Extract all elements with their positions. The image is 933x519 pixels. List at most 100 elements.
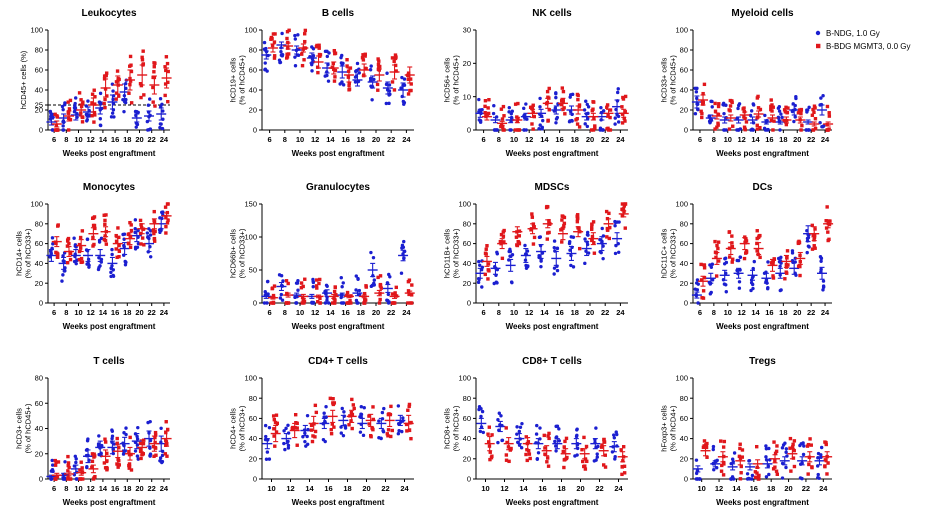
data-point	[593, 126, 597, 130]
y-tick-label: 100	[30, 200, 43, 209]
data-point	[696, 107, 700, 112]
data-point	[111, 274, 116, 278]
data-point	[136, 425, 140, 430]
data-point	[527, 452, 532, 456]
data-point	[55, 128, 59, 132]
data-point	[271, 293, 276, 298]
data-point	[817, 476, 821, 480]
x-axis-label: Weeks post engraftment	[506, 322, 599, 331]
data-point	[275, 421, 280, 426]
y-tick-label: 40	[680, 259, 688, 268]
data-point	[60, 279, 64, 283]
x-tick-label: 22	[807, 308, 815, 317]
data-point	[310, 69, 314, 73]
data-point	[389, 404, 393, 409]
data-point	[146, 420, 150, 425]
x-tick-label: 14	[540, 308, 549, 317]
data-point	[300, 63, 305, 68]
data-point	[313, 403, 318, 408]
data-point	[370, 98, 374, 102]
data-point	[377, 59, 381, 63]
x-tick-label: 22	[601, 135, 609, 144]
y-tick-label: 20	[35, 106, 43, 115]
data-point	[299, 286, 304, 290]
data-point	[301, 284, 305, 289]
data-point	[764, 455, 768, 459]
data-point	[525, 264, 530, 269]
data-point	[389, 434, 393, 439]
data-point	[755, 444, 759, 449]
data-point	[696, 301, 700, 305]
data-point	[293, 413, 298, 417]
x-tick-label: 10	[510, 308, 518, 317]
data-point	[74, 261, 78, 266]
panel-title: CD4+ T cells	[308, 356, 368, 367]
data-point	[613, 224, 617, 228]
data-point	[401, 416, 405, 420]
legend: B-NDG, 1.0 Gy B-BDG MGMT3, 0.0 Gy	[815, 29, 910, 51]
data-point	[103, 222, 107, 227]
data-point	[585, 124, 590, 129]
data-point	[56, 252, 60, 256]
data-point	[801, 452, 806, 457]
data-point	[128, 220, 132, 225]
data-point	[738, 127, 743, 131]
data-point	[105, 451, 109, 456]
data-point	[273, 420, 278, 425]
data-point	[161, 109, 165, 113]
data-point	[777, 109, 782, 113]
data-point	[387, 300, 391, 304]
x-tick-label: 24	[160, 308, 169, 317]
x-tick-label: 14	[519, 484, 528, 493]
data-point	[362, 301, 367, 305]
data-point	[309, 423, 314, 428]
data-point	[535, 423, 539, 428]
data-point	[813, 116, 818, 121]
data-point	[608, 128, 613, 132]
data-point	[92, 215, 97, 219]
data-point	[613, 455, 617, 459]
x-tick-label: 6	[268, 135, 272, 144]
y-tick-label: 80	[35, 219, 43, 228]
x-tick-label: 6	[52, 308, 56, 317]
data-point	[514, 235, 519, 239]
data-point	[799, 128, 803, 132]
data-point	[102, 74, 107, 78]
data-point	[400, 75, 404, 80]
data-point	[372, 283, 376, 287]
data-point	[127, 464, 132, 469]
data-point	[79, 460, 83, 464]
data-point	[499, 414, 503, 418]
data-point	[311, 285, 315, 289]
data-point	[622, 471, 627, 475]
y-axis-label: hCD14+ cells	[15, 231, 24, 276]
data-point	[339, 276, 343, 280]
data-point	[55, 115, 60, 119]
legend-marker	[815, 30, 821, 36]
data-point	[771, 258, 775, 263]
data-point	[592, 100, 596, 104]
data-point	[103, 440, 108, 444]
data-point	[554, 424, 558, 429]
data-point	[563, 112, 567, 116]
data-point	[349, 301, 353, 305]
y-tick-label: 60	[680, 66, 688, 75]
data-point	[546, 119, 550, 123]
data-point	[811, 107, 815, 112]
data-point	[805, 250, 809, 255]
data-point	[750, 473, 755, 478]
legend-label: B-BDG MGMT3, 0.0 Gy	[826, 42, 910, 51]
data-point	[66, 477, 70, 481]
data-point	[538, 96, 542, 101]
panel-t-cells: T cells 0 20 40 60 80 6 8 10 12 14 16 18 20 22 24 Weeks …	[15, 356, 172, 507]
y-tick-label: 0	[253, 299, 257, 308]
data-point	[481, 430, 486, 435]
data-point	[92, 242, 96, 247]
data-point	[73, 101, 77, 106]
data-point	[74, 477, 79, 481]
data-point	[524, 435, 528, 439]
data-point	[280, 52, 285, 57]
data-point	[824, 442, 828, 447]
data-point	[537, 253, 541, 258]
data-point	[399, 271, 404, 275]
